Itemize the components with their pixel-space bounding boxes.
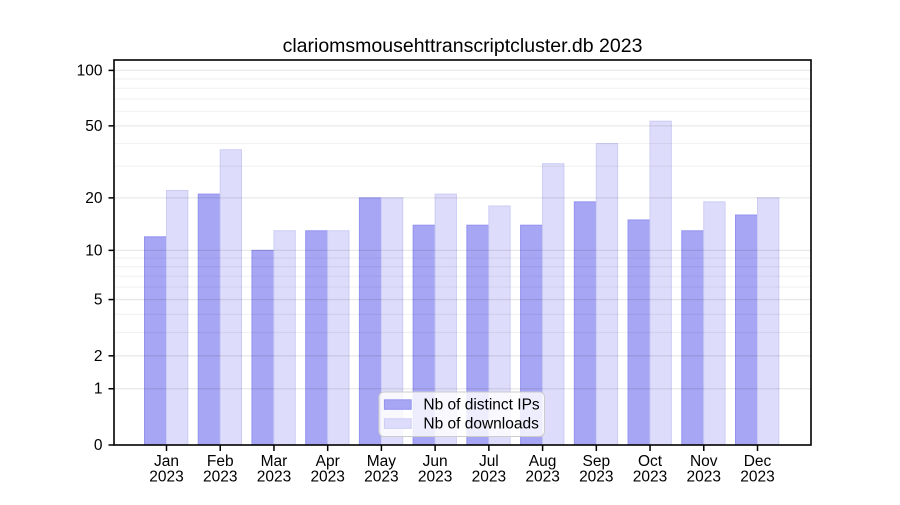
svg-text:50: 50 — [85, 118, 103, 135]
svg-text:2023: 2023 — [525, 469, 559, 486]
svg-text:Feb: Feb — [207, 453, 234, 470]
svg-text:Jul: Jul — [479, 453, 499, 470]
svg-text:Mar: Mar — [261, 453, 288, 470]
svg-text:0: 0 — [94, 437, 103, 454]
svg-text:2023: 2023 — [579, 469, 613, 486]
svg-text:Jan: Jan — [154, 453, 179, 470]
svg-text:Nov: Nov — [690, 453, 718, 470]
svg-text:May: May — [367, 453, 397, 470]
svg-text:1: 1 — [94, 381, 103, 398]
svg-text:2023: 2023 — [149, 469, 183, 486]
svg-text:Apr: Apr — [316, 453, 340, 470]
svg-text:2023: 2023 — [633, 469, 667, 486]
svg-text:2023: 2023 — [740, 469, 774, 486]
svg-text:10: 10 — [85, 242, 103, 259]
svg-text:Jun: Jun — [423, 453, 448, 470]
svg-text:2023: 2023 — [310, 469, 344, 486]
svg-text:Dec: Dec — [744, 453, 772, 470]
svg-text:20: 20 — [85, 190, 103, 207]
svg-text:2023: 2023 — [257, 469, 291, 486]
svg-text:2023: 2023 — [472, 469, 506, 486]
svg-text:5: 5 — [94, 292, 103, 309]
svg-text:Aug: Aug — [529, 453, 557, 470]
svg-text:Nb of distinct IPs: Nb of distinct IPs — [423, 396, 540, 413]
svg-text:2023: 2023 — [418, 469, 452, 486]
svg-text:Oct: Oct — [638, 453, 663, 470]
svg-text:100: 100 — [77, 62, 103, 79]
svg-text:Sep: Sep — [583, 453, 611, 470]
svg-text:2023: 2023 — [203, 469, 237, 486]
svg-text:2023: 2023 — [687, 469, 721, 486]
svg-text:2: 2 — [94, 348, 103, 365]
svg-text:Nb of downloads: Nb of downloads — [423, 415, 539, 432]
svg-text:clariomsmousehttranscriptclust: clariomsmousehttranscriptcluster.db 2023 — [283, 35, 643, 57]
svg-text:2023: 2023 — [364, 469, 398, 486]
